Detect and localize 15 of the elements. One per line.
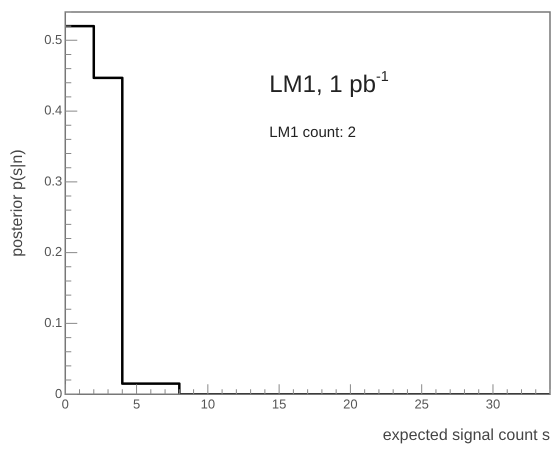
y-axis-title: posterior p(s|n) bbox=[9, 149, 26, 257]
x-tick-label: 25 bbox=[414, 396, 429, 412]
y-tick-label: 0.5 bbox=[44, 32, 62, 47]
x-axis-title: expected signal count s bbox=[382, 426, 550, 444]
y-tick-label: 0.4 bbox=[44, 102, 62, 118]
y-tick-label: 0.2 bbox=[44, 244, 62, 260]
x-tick-label: 10 bbox=[200, 396, 216, 412]
y-tick-label: 0.1 bbox=[44, 315, 62, 330]
x-tick-label: 30 bbox=[486, 396, 500, 412]
y-tick-label: 0 bbox=[55, 386, 62, 401]
x-tick-label: 5 bbox=[132, 396, 140, 412]
x-tick-label: 15 bbox=[272, 396, 286, 412]
annotation: LM1 count: 2 bbox=[269, 124, 356, 141]
x-tick-label: 20 bbox=[343, 396, 358, 412]
y-tick-label: 0.3 bbox=[44, 173, 62, 188]
